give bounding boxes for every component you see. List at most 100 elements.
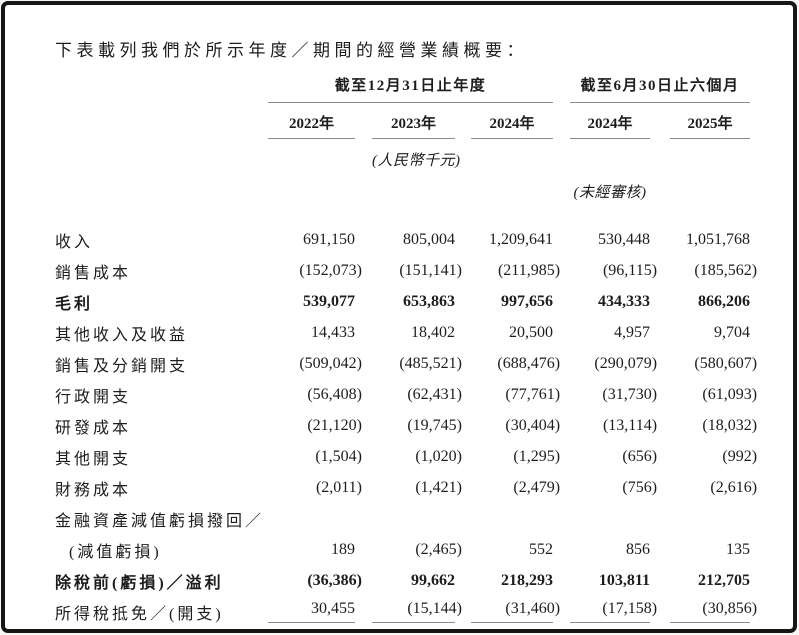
cell-value: 9,704 [714, 323, 751, 341]
table-row: 金融資產減值虧損撥回／ [55, 503, 750, 534]
year-cell: 2022年 [268, 103, 355, 139]
value-cell [355, 503, 455, 534]
row-label: 金融資產減值虧損撥回／ [55, 512, 265, 530]
value-cell: (61,093) [650, 379, 757, 410]
cell-value: (2,011) [315, 478, 362, 496]
column-total-underline: 30,455 [268, 600, 355, 623]
cell-value: 4,957 [614, 323, 651, 341]
cell-value: 212,705 [698, 571, 751, 589]
value-cell: (2,616) [650, 472, 757, 503]
value-cell: 1,209,641 [455, 224, 553, 255]
column-total-underline: (15,144) [372, 600, 462, 623]
value-cell: (152,073) [268, 255, 362, 286]
table-row: 毛利 539,077 653,863 997,656 434,333 866,206 [55, 286, 750, 317]
cell-value: (509,042) [299, 354, 362, 372]
value-cell: 135 [650, 534, 750, 565]
cell-value: (1,295) [513, 447, 561, 465]
cell-value: (2,616) [710, 478, 758, 496]
document-page: 下表載列我們於所示年度／期間的經營業績概要： 截至12月31日止年度 截至6月3… [5, 5, 793, 629]
value-cell: 997,656 [455, 286, 553, 317]
cell-value: (30,404) [505, 416, 561, 434]
cell-value: (580,607) [694, 354, 758, 372]
value-cell: (18,032) [650, 410, 757, 441]
value-cell: (30,404) [455, 410, 560, 441]
year-cell: 2025年 [650, 103, 751, 139]
cell-value: (211,985) [497, 261, 561, 279]
cell-value: (185,562) [694, 261, 758, 279]
value-cell: 856 [553, 534, 650, 565]
value-cell: (509,042) [268, 348, 362, 379]
value-cell: (580,607) [650, 348, 757, 379]
value-cell [553, 503, 650, 534]
row-label: (減值虧損) [69, 543, 162, 561]
row-label: 收入 [55, 233, 94, 251]
value-cell: 434,333 [553, 286, 650, 317]
value-cell: (211,985) [455, 255, 560, 286]
value-cell: (656) [553, 441, 657, 472]
year-header-2023: 2023年 [372, 104, 455, 139]
cell-value: 20,500 [509, 323, 554, 341]
annual-period-cell: 截至12月31日止年度 [268, 72, 554, 103]
row-label: 銷售成本 [55, 264, 132, 282]
currency-note-row: (人民幣千元) [55, 139, 750, 172]
value-cell: 20,500 [455, 317, 553, 348]
value-cell: 99,662 [355, 565, 455, 596]
row-label: 財務成本 [55, 481, 132, 499]
interim-period-header: 截至6月30日止六個月 [570, 74, 751, 103]
cell-value: (18,032) [702, 416, 758, 434]
value-cell [455, 503, 553, 534]
financial-results-table: 截至12月31日止年度 截至6月30日止六個月 2022年 2023年 2024… [55, 72, 757, 627]
cell-value: (15,144) [407, 600, 462, 617]
year-cell: 2023年 [355, 103, 455, 139]
year-header-2022: 2022年 [268, 104, 355, 139]
year-header-row: 2022年 2023年 2024年 2024年 2025年 [55, 103, 751, 139]
period-group-row: 截至12月31日止年度 截至6月30日止六個月 [55, 72, 751, 103]
value-cell: (756) [553, 472, 657, 503]
value-cell: (77,761) [455, 379, 560, 410]
cell-value: 805,004 [403, 230, 455, 248]
value-cell: 14,433 [268, 317, 355, 348]
intro-text: 下表載列我們於所示年度／期間的經營業績概要： [55, 41, 528, 60]
unaudited-note: (未經審核) [573, 185, 647, 201]
table-row: 除稅前(虧損)／溢利 (36,386) 99,662 218,293 103,811 21… [55, 565, 750, 596]
value-cell: 4,957 [553, 317, 650, 348]
empty-cell [55, 103, 268, 139]
year-cell: 2024年 [455, 103, 554, 139]
cell-value: 552 [529, 540, 554, 558]
cell-value: (62,431) [407, 385, 462, 403]
cell-value: (21,120) [307, 416, 362, 434]
year-cell: 2024年 [553, 103, 651, 139]
cell-value: (1,421) [415, 478, 462, 496]
unaudited-note-cell: (未經審核) [553, 172, 650, 203]
table-row: 財務成本 (2,011) (1,421) (2,479) (756) (2,616) [55, 472, 757, 503]
cell-value: 189 [331, 540, 355, 558]
row-label: 行政開支 [55, 388, 132, 406]
table-row: 其他開支 (1,504) (1,020) (1,295) (656) (992) [55, 441, 757, 472]
cell-value: 530,448 [598, 230, 651, 248]
cell-value: (1,504) [315, 447, 362, 465]
value-cell: 30,455 [268, 596, 355, 627]
value-cell: (2,465) [355, 534, 462, 565]
value-cell: (21,120) [268, 410, 362, 441]
value-cell [268, 503, 355, 534]
table-row: 行政開支 (56,408) (62,431) (77,761) (31,730) (61,… [55, 379, 757, 410]
cell-value: (19,745) [407, 416, 462, 434]
column-total-underline: (30,856) [670, 600, 757, 623]
unaudited-note-row: (未經審核) [55, 172, 750, 203]
cell-value: 99,662 [411, 571, 455, 589]
table-row: 其他收入及收益 14,433 18,402 20,500 4,957 9,704 [55, 317, 750, 348]
cell-value: (31,730) [602, 385, 658, 403]
cell-value: 135 [726, 540, 751, 558]
cell-value: (13,114) [602, 416, 658, 434]
year-header-2025-interim: 2025年 [670, 104, 751, 139]
value-cell: 9,704 [650, 317, 750, 348]
cell-value: 539,077 [303, 292, 355, 310]
value-cell: 189 [268, 534, 355, 565]
cell-value: (30,856) [702, 600, 758, 617]
value-cell: 18,402 [355, 317, 455, 348]
value-cell: 1,051,768 [650, 224, 750, 255]
value-cell: (485,521) [355, 348, 462, 379]
cell-value: (31,460) [505, 600, 561, 617]
cell-value: (151,141) [399, 261, 462, 279]
